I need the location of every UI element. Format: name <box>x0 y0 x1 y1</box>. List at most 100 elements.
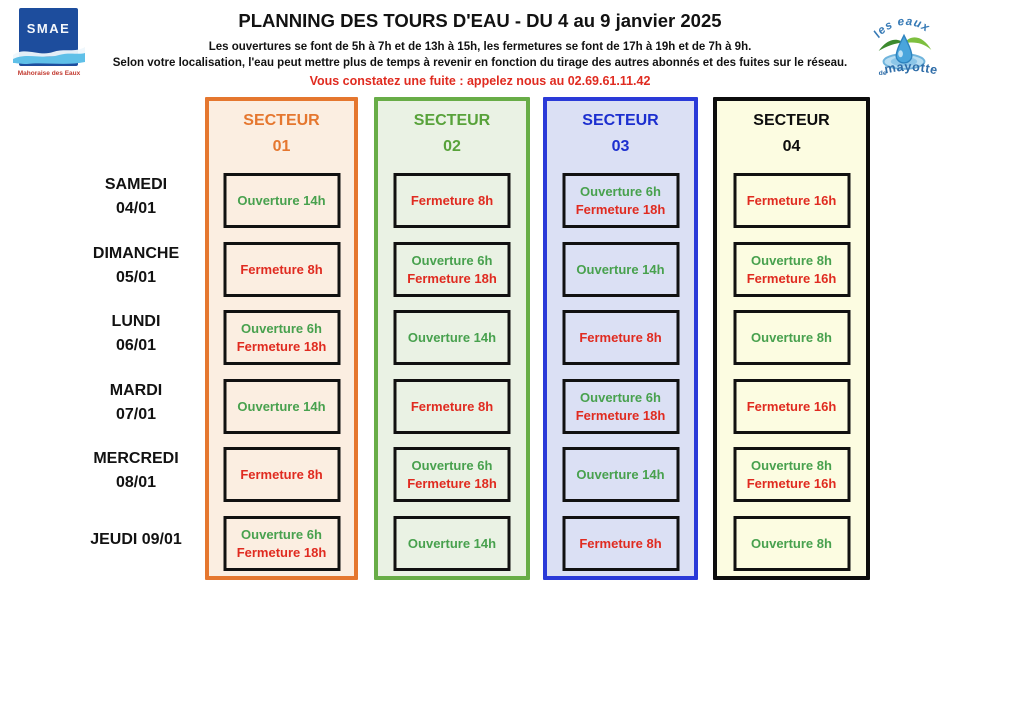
les-eaux-de-mayotte-logo: les eaux de mayotte <box>866 8 942 84</box>
schedule-cell: Fermeture 8h <box>393 379 511 434</box>
leaf-dark-icon <box>878 39 904 51</box>
day-line: MERCREDI <box>93 449 179 467</box>
schedule-cell: Ouverture 8h Fermeture 16h <box>733 447 850 502</box>
cell-line-open: Ouverture 8h <box>751 458 832 473</box>
sector-column-02: SECTEUR 02 Fermeture 8h Ouverture 6h Fermetu… <box>374 97 530 580</box>
mayotte-name-text: mayotte <box>883 60 939 78</box>
schedule-cell: Fermeture 16h <box>733 173 850 228</box>
day-label: JEUDI 09/01 <box>60 512 212 567</box>
schedule-cell: Ouverture 14h <box>393 516 511 571</box>
cell-line-close: Fermeture 18h <box>236 545 327 560</box>
day-line: 04/01 <box>115 199 157 217</box>
sector-column-04: SECTEUR 04 Fermeture 16h Ouverture 8h Fermet… <box>713 97 870 580</box>
cell-line-open: Ouverture 14h <box>237 193 326 208</box>
schedule-cell: Fermeture 16h <box>733 379 850 434</box>
cell-line-close: Fermeture 18h <box>575 202 666 217</box>
day-label: SAMEDI 04/01 <box>60 169 212 224</box>
day-label: LUNDI 06/01 <box>60 306 212 361</box>
day-label: DIMANCHE 05/01 <box>60 238 212 293</box>
sector-header-01: SECTEUR 01 <box>209 101 354 160</box>
smae-wave-icon <box>13 47 85 64</box>
sector-label: SECTEUR <box>243 112 320 129</box>
schedule-cell: Ouverture 14h <box>393 310 511 365</box>
drop-highlight <box>898 50 903 58</box>
sector-number: 03 <box>611 138 630 155</box>
cell-line-close: Fermeture 8h <box>240 467 323 482</box>
cell-line-close: Fermeture 18h <box>575 408 666 423</box>
cell-line-open: Ouverture 8h <box>751 253 832 268</box>
cell-line-open: Ouverture 14h <box>576 262 665 277</box>
sector-number: 02 <box>443 138 461 155</box>
cell-line-close: Fermeture 8h <box>579 330 662 345</box>
cell-line-open: Ouverture 14h <box>237 399 326 414</box>
day-line: 06/01 <box>115 336 157 354</box>
smae-logo-text: SMAE <box>26 21 71 36</box>
sector-label: SECTEUR <box>582 112 659 129</box>
sector-number: 04 <box>782 138 801 155</box>
svg-text:mayotte: mayotte <box>883 60 939 78</box>
leaf-light-icon <box>904 37 932 50</box>
cell-line-open: Ouverture 6h <box>580 184 661 199</box>
day-line: 07/01 <box>115 405 157 423</box>
cell-line-close: Fermeture 18h <box>407 476 497 491</box>
leak-notice: Vous constatez une fuite : appelez nous … <box>309 74 651 88</box>
schedule-cell: Ouverture 6h Fermeture 18h <box>223 516 340 571</box>
cell-line-open: Ouverture 6h <box>411 458 493 473</box>
cell-line-close: Fermeture 8h <box>410 399 494 414</box>
sector-header-03: SECTEUR 03 <box>547 101 694 160</box>
day-label: MARDI 07/01 <box>60 375 212 430</box>
schedule-cell: Fermeture 8h <box>223 242 340 297</box>
day-line: 08/01 <box>115 473 157 491</box>
cell-line-open: Ouverture 14h <box>407 536 497 551</box>
schedule-cell: Fermeture 8h <box>562 310 679 365</box>
cell-line-open: Ouverture 6h <box>241 527 322 542</box>
cell-line-close: Fermeture 8h <box>579 536 662 551</box>
subtitle-line-2: Selon votre localisation, l'eau peut met… <box>112 57 848 69</box>
schedule-cell: Ouverture 8h <box>733 310 850 365</box>
cell-line-open: Ouverture 6h <box>580 390 661 405</box>
header-title-block: PLANNING DES TOURS D'EAU - DU 4 au 9 jan… <box>85 10 875 90</box>
cell-line-close: Fermeture 16h <box>746 476 837 491</box>
smae-logo-square: SMAE <box>13 8 85 66</box>
sector-column-03: SECTEUR 03 Ouverture 6h Fermeture 18h Ouvert… <box>543 97 698 580</box>
schedule-cell: Ouverture 14h <box>562 447 679 502</box>
sector-label: SECTEUR <box>753 112 830 129</box>
sector-number: 01 <box>272 138 291 155</box>
mayotte-logo-graphic: les eaux de mayotte <box>871 15 939 78</box>
schedule-cell: Ouverture 14h <box>223 173 340 228</box>
sector-header-04: SECTEUR 04 <box>717 101 866 160</box>
cell-line-open: Ouverture 14h <box>576 467 665 482</box>
schedule-cell: Ouverture 6h Fermeture 18h <box>393 242 511 297</box>
smae-logo: SMAE Mahoraise des Eaux <box>13 8 87 77</box>
schedule-cell: Ouverture 8h Fermeture 16h <box>733 242 850 297</box>
cell-line-open: Ouverture 14h <box>407 330 497 345</box>
schedule-cell: Fermeture 8h <box>393 173 511 228</box>
schedule-cell: Ouverture 6h Fermeture 18h <box>562 379 679 434</box>
cell-line-close: Fermeture 16h <box>746 271 837 286</box>
day-line: DIMANCHE <box>92 244 180 262</box>
mayotte-de-text: de <box>879 70 887 77</box>
subtitle-line-1: Les ouvertures se font de 5h à 7h et de … <box>208 41 752 53</box>
day-line: SAMEDI <box>104 175 168 193</box>
cell-line-open: Ouverture 8h <box>751 330 832 345</box>
schedule-cell: Fermeture 8h <box>223 447 340 502</box>
schedule-cell: Fermeture 8h <box>562 516 679 571</box>
sector-label: SECTEUR <box>413 112 491 129</box>
cell-line-close: Fermeture 18h <box>407 271 497 286</box>
schedule-cell: Ouverture 6h Fermeture 18h <box>223 310 340 365</box>
day-label: MERCREDI 08/01 <box>60 443 212 498</box>
cell-line-close: Fermeture 8h <box>410 193 494 208</box>
day-line: 05/01 <box>115 268 157 286</box>
page-title: PLANNING DES TOURS D'EAU - DU 4 au 9 jan… <box>238 10 722 31</box>
day-line: MARDI <box>109 381 163 399</box>
schedule-cell: Ouverture 14h <box>562 242 679 297</box>
smae-logo-caption: Mahoraise des Eaux <box>17 70 81 77</box>
cell-line-open: Ouverture 8h <box>751 536 832 551</box>
day-line: LUNDI <box>111 312 161 330</box>
cell-line-close: Fermeture 16h <box>746 193 837 208</box>
schedule-cell: Ouverture 6h Fermeture 18h <box>393 447 511 502</box>
cell-line-open: Ouverture 6h <box>241 321 322 336</box>
schedule-cell: Ouverture 8h <box>733 516 850 571</box>
